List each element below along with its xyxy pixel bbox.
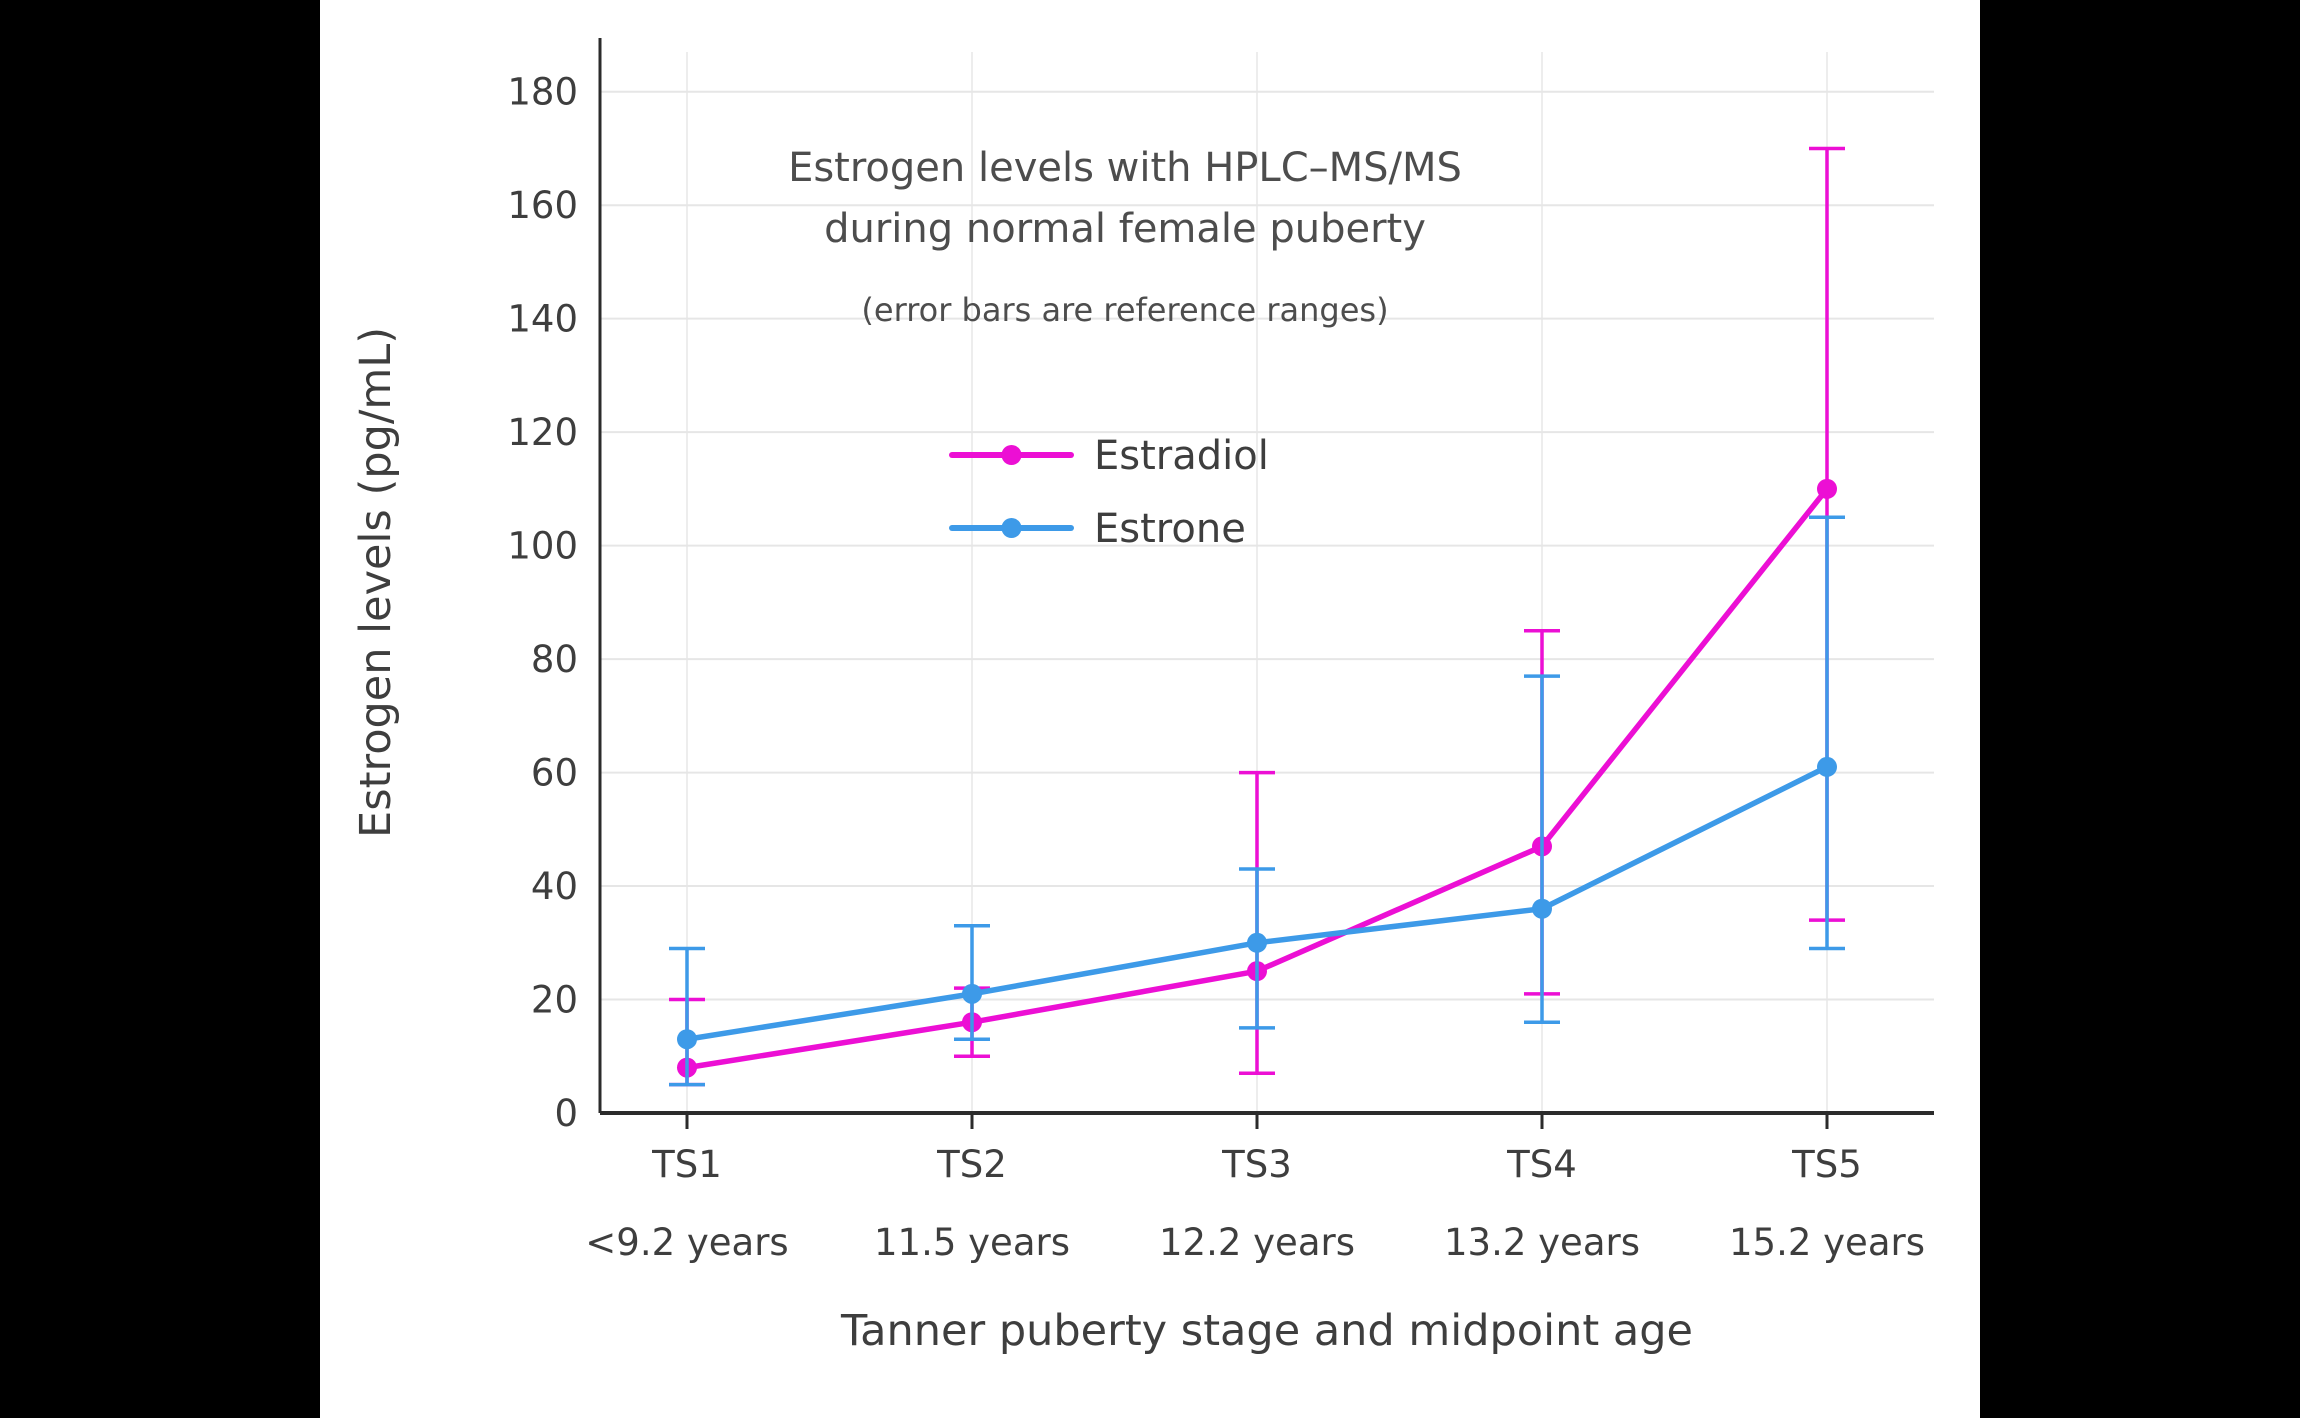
x-tick-label: TS5 [1791,1143,1862,1186]
legend-marker-estrone[interactable] [1001,518,1022,538]
y-tick-label: 0 [554,1092,578,1135]
x-tick-label: TS3 [1221,1143,1292,1186]
x-tick-sublabel: 15.2 years [1729,1221,1925,1264]
chart-subtitle: (error bars are reference ranges) [861,291,1388,329]
data-point-estrone [962,983,982,1004]
data-point-estrone [1817,756,1837,777]
y-tick-label: 20 [531,979,578,1022]
x-tick-label: TS2 [936,1143,1007,1186]
data-point-estradiol [1817,478,1837,499]
legend-label-estrone[interactable]: Estrone [1094,506,1246,552]
x-tick-label: TS4 [1506,1143,1577,1186]
x-tick-sublabel: 11.5 years [874,1221,1070,1264]
x-axis-title: Tanner puberty stage and midpoint age [840,1306,1693,1356]
chart-title-line2: during normal female puberty [824,206,1426,252]
y-tick-label: 80 [531,638,578,681]
y-tick-label: 160 [507,184,578,227]
y-axis-title: Estrogen levels (pg/mL) [351,327,401,838]
y-tick-label: 40 [531,865,578,908]
data-point-estrone [677,1029,697,1050]
y-tick-label: 100 [507,525,578,568]
chart-title-line1: Estrogen levels with HPLC–MS/MS [788,145,1462,191]
x-tick-sublabel: 12.2 years [1159,1221,1355,1264]
legend-label-estradiol[interactable]: Estradiol [1094,433,1269,479]
y-tick-label: 120 [507,411,578,454]
x-tick-sublabel: <9.2 years [585,1221,788,1264]
x-tick-sublabel: 13.2 years [1444,1221,1640,1264]
y-tick-label: 180 [507,71,578,114]
chart-panel: 0 20 40 60 80 100 120 140 160 180 TS1 <9.2 years TS2… [320,0,1980,1418]
data-point-estrone [1532,898,1552,919]
estrogen-levels-chart: 0 20 40 60 80 100 120 140 160 180 TS1 <9.2 years TS2… [351,38,1934,1356]
y-tick-label: 60 [531,752,578,795]
x-tick-label: TS1 [651,1143,722,1186]
data-point-estrone [1247,932,1267,953]
legend-marker-estradiol[interactable] [1001,445,1022,465]
y-tick-label: 140 [507,298,578,341]
